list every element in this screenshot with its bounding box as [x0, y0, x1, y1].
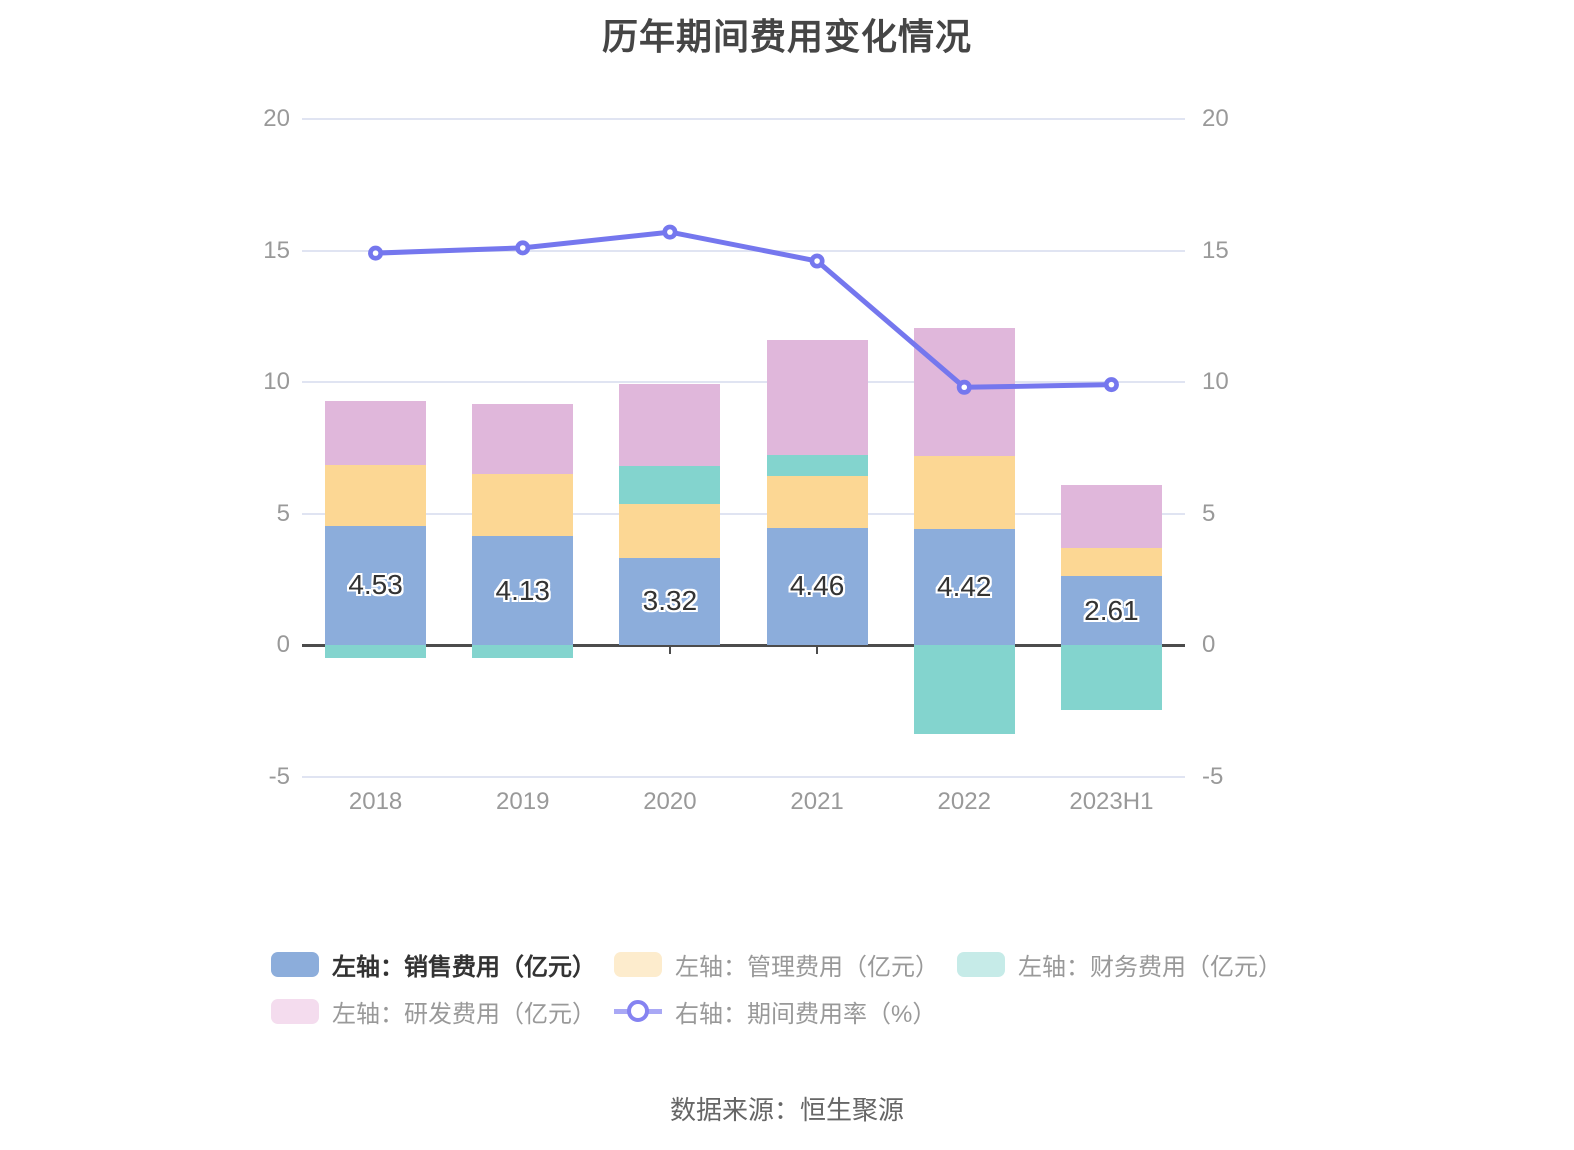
- y-axis-label-left: 5: [276, 499, 290, 527]
- bar-segment-finance-expense[interactable]: [619, 465, 721, 505]
- x-axis-label: 2022: [937, 788, 991, 815]
- bar-segment-admin-expense[interactable]: [1060, 547, 1162, 577]
- bar-segment-finance-expense[interactable]: [325, 645, 427, 659]
- chart-title: 历年期间费用变化情况: [601, 16, 972, 57]
- bar-segment-sales-expense[interactable]: [325, 525, 427, 645]
- bar-segment-admin-expense[interactable]: [472, 473, 574, 537]
- y-axis-label-right: -5: [1202, 762, 1224, 790]
- legend-label: 左轴：研发费用（亿元）: [332, 1000, 596, 1028]
- legend-line-marker-icon: [614, 999, 662, 1024]
- legend-swatch-sales-expense-icon: [271, 951, 319, 977]
- legend-label: 右轴：期间费用率（%）: [675, 1000, 937, 1028]
- legend: 左轴：销售费用（亿元） 左轴：管理费用（亿元） 左轴：财务费用（亿元） 左轴：研发费用…: [271, 951, 1300, 1028]
- bar-value-label: 4.53: [348, 569, 403, 601]
- bar-segment-rd-expense[interactable]: [325, 400, 427, 466]
- legend-label: 左轴：销售费用（亿元）: [332, 953, 596, 981]
- bar-segment-rd-expense[interactable]: [766, 340, 868, 455]
- bar-segment-sales-expense[interactable]: [619, 557, 721, 645]
- legend-line-ring: [627, 999, 649, 1022]
- rate-line-marker[interactable]: [809, 253, 825, 269]
- gridline: [302, 512, 1185, 515]
- bar-segment-rd-expense[interactable]: [1060, 485, 1162, 548]
- x-axis-label: 2019: [496, 788, 550, 815]
- gridline: [302, 118, 1185, 120]
- x-axis-label: 2021: [790, 788, 844, 815]
- y-axis-label-right: 5: [1202, 499, 1216, 527]
- legend-item-rd-expense[interactable]: 左轴：研发费用（亿元）: [271, 998, 614, 1028]
- legend-item-finance-expense[interactable]: 左轴：财务费用（亿元）: [957, 951, 1300, 981]
- bar-segment-finance-expense[interactable]: [913, 645, 1015, 735]
- legend-swatch-admin-expense-icon: [614, 951, 662, 977]
- bar-segment-finance-expense[interactable]: [1060, 645, 1162, 711]
- y-axis-label-left: 10: [263, 368, 290, 395]
- y-axis-label-left: -5: [268, 762, 290, 790]
- x-axis-line: [302, 644, 1185, 647]
- bar-segment-admin-expense[interactable]: [766, 475, 868, 528]
- rate-line-marker[interactable]: [1103, 377, 1119, 393]
- bar-segment-finance-expense[interactable]: [766, 454, 868, 476]
- bar-segment-sales-expense[interactable]: [472, 536, 574, 645]
- legend-swatch-rd-expense-icon: [271, 998, 319, 1024]
- bar-value-label: 3.32: [642, 585, 698, 617]
- bar-segment-rd-expense[interactable]: [619, 384, 721, 466]
- y-axis-label-left: 0: [276, 631, 290, 658]
- x-axis-label: 2023H1: [1069, 788, 1154, 815]
- data-source-note: 数据来源：恒生聚源: [669, 1095, 904, 1125]
- y-axis-label-right: 20: [1202, 105, 1229, 132]
- y-axis-label-left: 15: [263, 236, 290, 264]
- bar-value-label: 4.42: [937, 570, 992, 602]
- bar-segment-admin-expense[interactable]: [325, 465, 427, 526]
- rate-line-marker[interactable]: [515, 240, 531, 256]
- rate-line-marker[interactable]: [368, 245, 384, 261]
- bar-value-label: 4.46: [789, 570, 845, 602]
- y-axis-label-right: 15: [1202, 236, 1229, 264]
- x-axis-tick: [668, 645, 671, 654]
- gridline: [302, 249, 1185, 252]
- x-axis-label: 2020: [643, 788, 697, 815]
- legend-swatch-finance-expense-icon: [957, 951, 1005, 977]
- bar-segment-finance-expense[interactable]: [472, 645, 574, 659]
- bar-segment-admin-expense[interactable]: [913, 455, 1015, 529]
- y-axis-label-right: 10: [1202, 368, 1229, 395]
- bar-value-label: 2.61: [1084, 594, 1139, 626]
- x-axis-tick: [816, 645, 819, 654]
- gridline: [302, 775, 1185, 778]
- legend-label: 左轴：财务费用（亿元）: [1018, 953, 1282, 981]
- legend-item-admin-expense[interactable]: 左轴：管理费用（亿元）: [614, 951, 957, 981]
- bar-segment-sales-expense[interactable]: [913, 528, 1015, 645]
- bar-segment-rd-expense[interactable]: [472, 404, 574, 474]
- legend-item-sales-expense[interactable]: 左轴：销售费用（亿元）: [271, 951, 614, 981]
- bar-value-label: 4.13: [495, 574, 551, 606]
- legend-item-period-expense-rate[interactable]: 右轴：期间费用率（%）: [614, 998, 957, 1028]
- rate-line-marker[interactable]: [662, 224, 678, 240]
- bar-segment-admin-expense[interactable]: [619, 504, 721, 558]
- x-axis-label: 2018: [348, 788, 403, 815]
- y-axis-label-left: 20: [263, 105, 290, 132]
- gridline: [302, 381, 1185, 383]
- legend-label: 左轴：管理费用（亿元）: [675, 953, 939, 981]
- bar-segment-sales-expense[interactable]: [1060, 576, 1162, 645]
- bar-segment-sales-expense[interactable]: [766, 527, 868, 645]
- bar-segment-rd-expense[interactable]: [913, 328, 1015, 456]
- y-axis-label-right: 0: [1202, 631, 1216, 658]
